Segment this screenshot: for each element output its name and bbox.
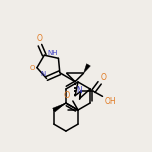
Text: O: O — [30, 65, 35, 71]
Text: OH: OH — [105, 97, 116, 106]
Polygon shape — [53, 103, 66, 112]
Text: N: N — [76, 86, 82, 95]
Text: O: O — [64, 91, 70, 100]
Text: O: O — [37, 34, 43, 43]
Text: N: N — [40, 71, 46, 76]
Text: NH: NH — [47, 50, 57, 56]
Text: O: O — [101, 73, 107, 82]
Polygon shape — [83, 64, 90, 73]
